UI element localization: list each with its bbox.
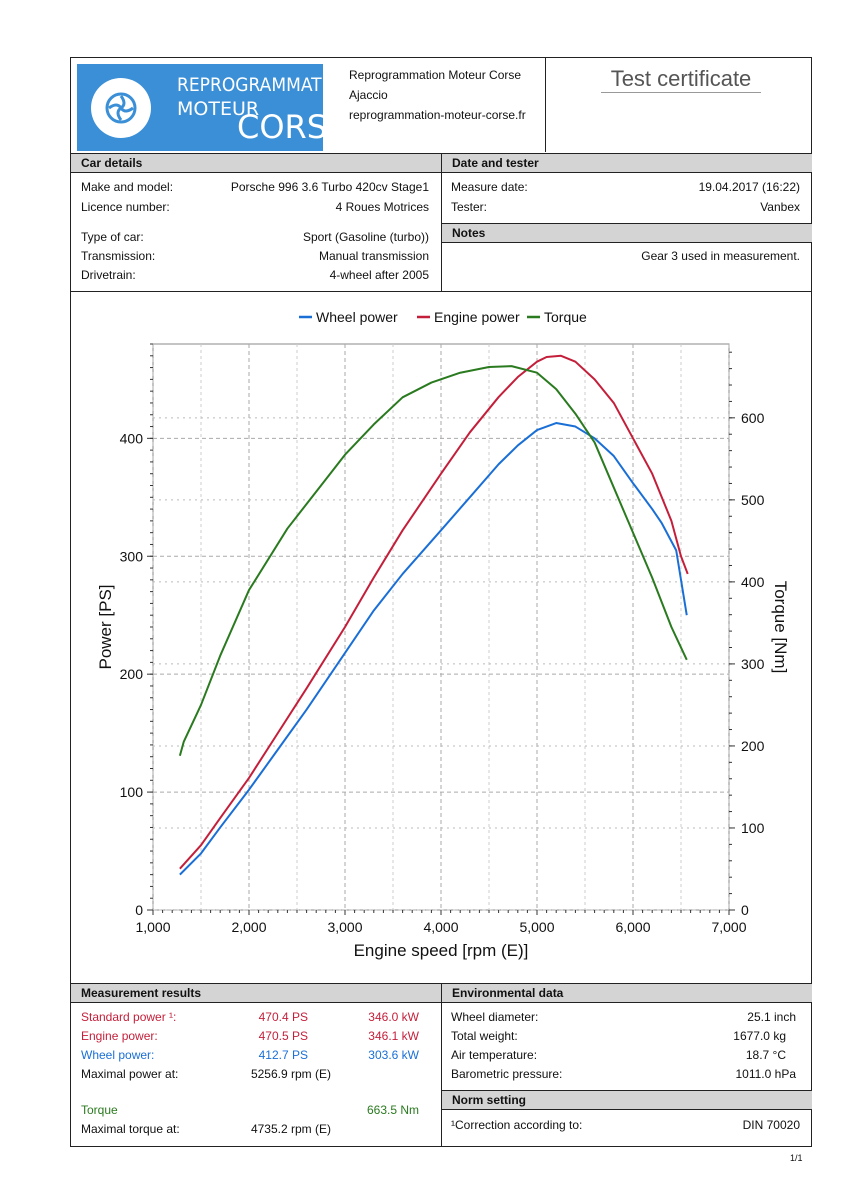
y2-tick-label: 0 — [741, 902, 749, 918]
company-name: Reprogrammation Moteur Corse — [349, 68, 522, 82]
type-value: Sport (Gasoline (turbo)) — [302, 230, 429, 244]
y-axis-label: Power [PS] — [96, 584, 115, 669]
y-tick-label: 300 — [120, 548, 144, 564]
drivetrain-label: Drivetrain: — [81, 268, 136, 282]
air-temp-value: 18.7 °C — [745, 1048, 786, 1062]
y2-tick-label: 100 — [741, 820, 765, 836]
x-tick-label: 5,000 — [519, 919, 554, 935]
y2-tick-label: 300 — [741, 656, 765, 672]
company-logo: REPROGRAMMATION MOTEUR CORSE — [77, 64, 353, 151]
power-torque-chart: 1,000 2,000 3,000 4,000 5,000 6,000 7,00001002… — [96, 309, 790, 960]
type-label: Type of car: — [81, 230, 144, 244]
engine-power-label: Engine power: — [81, 1029, 158, 1043]
series-line-engine-power — [179, 354, 689, 870]
series-line-torque — [178, 365, 688, 757]
notes-text: Gear 3 used in measurement. — [641, 249, 800, 263]
wheel-diameter-value: 25.1 inch — [747, 1010, 796, 1024]
y2-tick-label: 600 — [741, 410, 765, 426]
make-model-value: Porsche 996 3.6 Turbo 420cv Stage1 — [230, 180, 429, 194]
company-website: reprogrammation-moteur-corse.fr — [349, 108, 526, 122]
pressure-value: 1011.0 hPa — [735, 1067, 797, 1081]
correction-label: ¹Correction according to: — [451, 1118, 583, 1132]
wheel-power-ps: 412.7 PS — [258, 1048, 308, 1062]
max-power-label: Maximal power at: — [81, 1067, 179, 1081]
torque-label: Torque — [81, 1103, 118, 1117]
logo-line3: CORSE — [237, 108, 348, 146]
total-weight-label: Total weight: — [451, 1029, 518, 1043]
make-model-label: Make and model: — [81, 180, 174, 194]
licence-label: Licence number: — [81, 200, 170, 214]
standard-power-ps: 470.4 PS — [258, 1010, 308, 1024]
x-axis-label: Engine speed [rpm (E)] — [354, 941, 529, 960]
y2-tick-label: 500 — [741, 492, 765, 508]
x-tick-label: 3,000 — [327, 919, 362, 935]
measure-date-value: 19.04.2017 (16:22) — [698, 180, 800, 194]
company-city: Ajaccio — [349, 88, 388, 102]
logo-line2: MOTEUR — [177, 98, 260, 120]
turbo-logo-icon — [91, 78, 151, 138]
date-tester-heading: Date and tester — [441, 153, 812, 173]
standard-power-label: Standard power ¹: — [81, 1010, 177, 1024]
page-title: Test certificate — [601, 66, 761, 93]
environment-heading: Environmental data — [441, 983, 812, 1003]
standard-power-kw: 346.0 kW — [368, 1010, 419, 1024]
pressure-label: Barometric pressure: — [451, 1067, 563, 1081]
page-number: 1/1 — [790, 1153, 803, 1163]
x-tick-label: 2,000 — [231, 919, 266, 935]
car-details-heading: Car details — [71, 153, 441, 173]
series-line-wheel-power — [179, 422, 688, 876]
wheel-diameter-label: Wheel diameter: — [451, 1010, 539, 1024]
y-tick-label: 0 — [135, 902, 143, 918]
legend-entry: Torque — [544, 309, 587, 325]
y2-tick-label: 200 — [741, 738, 765, 754]
licence-value: 4 Roues Motrices — [335, 200, 429, 214]
tester-value: Vanbex — [760, 200, 800, 214]
certificate-frame: REPROGRAMMATION MOTEUR CORSE Reprogramma… — [70, 57, 812, 1147]
transmission-value: Manual transmission — [318, 249, 429, 263]
x-tick-label: 1,000 — [135, 919, 170, 935]
transmission-label: Transmission: — [81, 249, 156, 263]
x-tick-label: 6,000 — [615, 919, 650, 935]
x-tick-label: 7,000 — [711, 919, 746, 935]
wheel-power-label: Wheel power: — [81, 1048, 155, 1062]
max-torque-label: Maximal torque at: — [81, 1122, 180, 1136]
wheel-power-kw: 303.6 kW — [368, 1048, 419, 1062]
y-tick-label: 200 — [120, 666, 144, 682]
engine-power-kw: 346.1 kW — [368, 1029, 419, 1043]
air-temp-label: Air temperature: — [451, 1048, 538, 1062]
notes-heading: Notes — [441, 223, 812, 243]
y2-axis-label: Torque [Nm] — [771, 581, 790, 674]
drivetrain-value: 4-wheel after 2005 — [329, 268, 429, 282]
y-tick-label: 100 — [120, 784, 144, 800]
y2-tick-label: 400 — [741, 574, 765, 590]
max-power-value: 5256.9 rpm (E) — [250, 1067, 331, 1081]
engine-power-ps: 470.5 PS — [258, 1029, 308, 1043]
x-tick-label: 4,000 — [423, 919, 458, 935]
correction-value: DIN 70020 — [742, 1118, 800, 1132]
tester-label: Tester: — [451, 200, 488, 214]
torque-value: 663.5 Nm — [366, 1103, 419, 1117]
legend-entry: Engine power — [434, 309, 520, 325]
measure-date-label: Measure date: — [451, 180, 528, 194]
logo-line1: REPROGRAMMATION — [177, 74, 353, 96]
legend-entry: Wheel power — [316, 309, 398, 325]
max-torque-value: 4735.2 rpm (E) — [250, 1122, 331, 1136]
total-weight-value: 1677.0 kg — [733, 1029, 786, 1043]
measurement-heading: Measurement results — [71, 983, 441, 1003]
norm-heading: Norm setting — [441, 1090, 812, 1110]
y-tick-label: 400 — [120, 430, 144, 446]
